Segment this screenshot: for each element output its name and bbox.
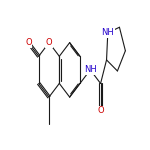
Text: NH: NH — [84, 65, 97, 74]
Text: O: O — [97, 106, 104, 115]
Text: NH: NH — [101, 28, 114, 37]
Text: O: O — [25, 38, 32, 47]
Text: O: O — [46, 38, 52, 47]
